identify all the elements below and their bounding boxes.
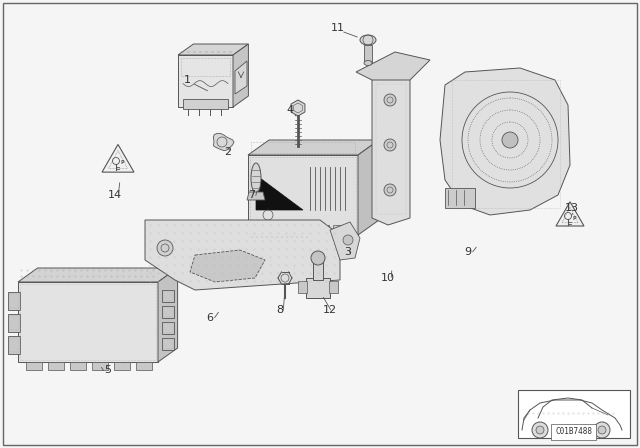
Bar: [8, 314, 20, 332]
Polygon shape: [18, 282, 158, 362]
Bar: [162, 290, 174, 302]
Bar: [452, 80, 560, 208]
Polygon shape: [356, 52, 430, 80]
Text: 7: 7: [248, 190, 255, 200]
Text: 13: 13: [565, 203, 579, 213]
Polygon shape: [330, 222, 360, 260]
Text: 10: 10: [381, 273, 395, 283]
Circle shape: [532, 422, 548, 438]
Circle shape: [384, 139, 396, 151]
Text: 14: 14: [108, 190, 122, 200]
Polygon shape: [18, 268, 178, 282]
Bar: [329, 281, 338, 293]
Text: 8: 8: [276, 305, 284, 315]
Ellipse shape: [251, 163, 261, 193]
Bar: [445, 188, 475, 208]
Bar: [9, 338, 19, 352]
Circle shape: [384, 94, 396, 106]
Bar: [183, 99, 228, 109]
Circle shape: [157, 240, 173, 256]
Bar: [253, 225, 269, 235]
Polygon shape: [235, 61, 247, 94]
Bar: [376, 84, 406, 214]
Polygon shape: [256, 175, 303, 210]
Circle shape: [594, 422, 610, 438]
Text: C01B7488: C01B7488: [555, 427, 592, 436]
Polygon shape: [178, 44, 248, 55]
Bar: [8, 336, 20, 354]
Polygon shape: [190, 250, 265, 282]
Bar: [162, 306, 174, 318]
Bar: [70, 362, 86, 370]
Bar: [518, 390, 630, 438]
Bar: [250, 157, 356, 233]
Bar: [364, 45, 372, 63]
Bar: [333, 225, 349, 235]
Text: P: P: [572, 215, 576, 220]
Text: 9: 9: [465, 247, 472, 257]
Circle shape: [311, 251, 325, 265]
Bar: [9, 294, 19, 308]
Bar: [162, 322, 174, 334]
Polygon shape: [233, 44, 248, 107]
Bar: [251, 142, 355, 153]
Polygon shape: [247, 192, 265, 200]
Polygon shape: [248, 155, 358, 235]
Polygon shape: [440, 68, 570, 215]
Polygon shape: [556, 202, 584, 226]
Text: 1: 1: [184, 75, 191, 85]
Bar: [163, 307, 173, 317]
Text: 2: 2: [225, 147, 232, 157]
Polygon shape: [372, 72, 410, 225]
Circle shape: [502, 132, 518, 148]
Bar: [273, 225, 289, 235]
Bar: [163, 339, 173, 349]
Bar: [298, 281, 307, 293]
Bar: [92, 362, 108, 370]
Ellipse shape: [364, 60, 372, 65]
Ellipse shape: [360, 35, 376, 45]
Polygon shape: [248, 140, 379, 155]
Polygon shape: [291, 100, 305, 116]
Polygon shape: [145, 220, 340, 290]
Bar: [20, 284, 156, 360]
Bar: [306, 278, 330, 298]
Text: 5: 5: [104, 365, 111, 375]
Bar: [136, 362, 152, 370]
Text: 3: 3: [344, 247, 351, 257]
Circle shape: [598, 426, 606, 434]
Bar: [163, 323, 173, 333]
Circle shape: [536, 426, 544, 434]
Bar: [181, 58, 230, 76]
Polygon shape: [102, 144, 134, 172]
Bar: [293, 225, 309, 235]
Polygon shape: [158, 268, 178, 362]
Bar: [313, 225, 329, 235]
Text: 4: 4: [287, 105, 294, 115]
Polygon shape: [178, 55, 233, 107]
Text: P: P: [120, 160, 124, 165]
Circle shape: [343, 235, 353, 245]
Bar: [48, 362, 64, 370]
Bar: [313, 260, 323, 280]
Bar: [162, 338, 174, 350]
Text: 6: 6: [207, 313, 214, 323]
Polygon shape: [213, 134, 234, 151]
Bar: [8, 292, 20, 310]
Text: 11: 11: [331, 23, 345, 33]
Circle shape: [384, 184, 396, 196]
Bar: [163, 291, 173, 301]
Text: 12: 12: [323, 305, 337, 315]
Bar: [114, 362, 130, 370]
Polygon shape: [358, 140, 379, 235]
Bar: [9, 316, 19, 330]
Bar: [26, 362, 42, 370]
